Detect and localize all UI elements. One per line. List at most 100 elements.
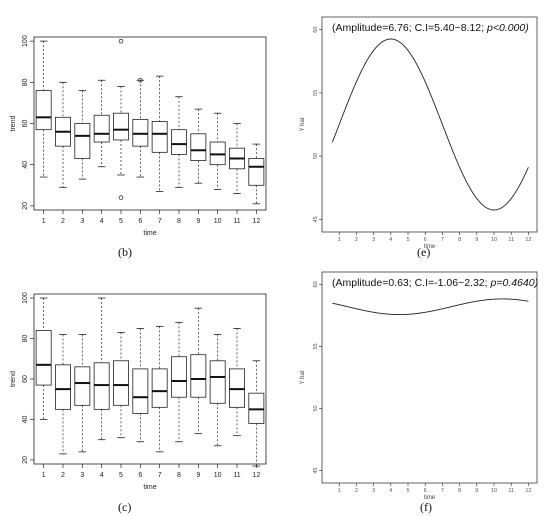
x-axis-label: time	[143, 230, 156, 237]
x-tick-label: 5	[406, 488, 409, 494]
x-tick-label: 10	[491, 237, 497, 243]
x-tick-label: 12	[252, 218, 260, 225]
x-tick-label: 12	[525, 237, 531, 243]
box-1	[35, 40, 52, 178]
panel-label-f: (f)	[420, 500, 432, 514]
x-axis-label: time	[424, 495, 436, 501]
x-tick-label: 1	[42, 472, 46, 479]
box-12	[248, 360, 265, 467]
y-tick-label: 60	[313, 27, 319, 33]
x-tick-label: 9	[196, 218, 200, 225]
iqr-box	[171, 356, 187, 398]
iqr-box	[151, 368, 168, 408]
x-tick-label: 3	[372, 237, 375, 243]
x-tick-label: 4	[389, 488, 392, 494]
y-tick-label: 60	[22, 120, 29, 128]
iqr-box	[93, 362, 110, 410]
x-tick-label: 3	[80, 218, 84, 225]
y-axis-label: trend	[10, 371, 17, 387]
y-tick-label: 80	[22, 78, 29, 86]
y-axis-label: trend	[10, 115, 17, 131]
box-7	[151, 75, 168, 192]
box-4	[93, 297, 110, 441]
y-tick-label: 50	[313, 153, 319, 159]
box-6	[132, 77, 149, 178]
box-8	[171, 321, 187, 443]
line-panel-f: 45 50 55 60 Y hat 1 2 3 4 5 6 7 8 9 10 11 12 time (Amplitu…	[275, 260, 550, 516]
x-tick-label: 4	[100, 472, 104, 479]
iqr-box	[93, 114, 110, 143]
x-tick-label: 10	[214, 472, 222, 479]
iqr-box	[55, 364, 71, 410]
iqr-box	[113, 360, 129, 406]
boxplot-panel-c: 20 40 60 80 100 trend 1 2 3 4 5 6 7 8 9 10 11 12 time (c)	[0, 260, 275, 516]
box-11	[229, 123, 245, 194]
x-tick-label: 8	[458, 237, 461, 243]
x-tick-label: 1	[338, 488, 341, 494]
stats-annotation: (Amplitude=0.63; C.I=-1.06~2.32; p=0.464…	[332, 277, 538, 289]
y-tick-label: 80	[22, 335, 29, 343]
box-3	[74, 90, 91, 180]
y-tick-label: 20	[22, 202, 29, 210]
iqr-box	[151, 121, 168, 153]
iqr-box	[209, 360, 226, 404]
iqr-box	[248, 158, 265, 186]
box-2	[55, 81, 71, 188]
cosinor-curve	[331, 38, 529, 211]
iqr-box	[190, 354, 207, 398]
iqr-box	[74, 123, 91, 159]
box-5	[113, 332, 129, 439]
box-9	[190, 108, 207, 184]
x-tick-label: 6	[138, 472, 142, 479]
y-tick-label: 55	[313, 343, 319, 349]
x-tick-label: 8	[177, 218, 181, 225]
x-tick-label: 8	[458, 488, 461, 494]
x-tick-label: 6	[138, 218, 142, 225]
x-tick-label: 8	[177, 472, 181, 479]
box-1	[35, 297, 52, 420]
x-tick-label: 2	[61, 472, 65, 479]
y-axis-label: Y hat	[300, 370, 306, 384]
outlier-point	[138, 77, 143, 83]
y-tick-label: 50	[313, 405, 319, 411]
iqr-box	[74, 366, 91, 406]
x-tick-label: 2	[355, 237, 358, 243]
x-tick-label: 2	[355, 488, 358, 494]
x-tick-label: 1	[42, 218, 46, 225]
x-tick-label: 9	[475, 488, 478, 494]
y-tick-label: 100	[22, 292, 29, 304]
x-tick-label: 5	[119, 218, 123, 225]
iqr-box	[190, 133, 207, 161]
plot-frame	[321, 271, 538, 484]
iqr-box	[35, 330, 52, 386]
iqr-box	[229, 368, 245, 408]
panel-label-b: (b)	[118, 245, 132, 259]
box-3	[74, 334, 91, 453]
iqr-box	[171, 129, 187, 155]
x-axis-label: time	[143, 484, 156, 491]
line-panel-e: 45 50 55 60 Y hat 1 2 3 4 5 6 7 8 9 10 11 12 time (Amplitu…	[275, 0, 550, 260]
iqr-box	[35, 90, 52, 131]
x-tick-label: 1	[338, 237, 341, 243]
iqr-box	[248, 392, 265, 424]
x-tick-label: 10	[214, 218, 222, 225]
outlier-point	[118, 195, 124, 200]
iqr-box	[132, 118, 149, 147]
y-tick-label: 100	[22, 35, 29, 47]
y-tick-label: 60	[22, 375, 29, 383]
x-tick-label: 7	[158, 472, 162, 479]
y-tick-label: 45	[313, 468, 319, 474]
y-tick-label: 40	[22, 161, 29, 169]
x-tick-label: 5	[406, 237, 409, 243]
box-9	[190, 307, 207, 435]
x-tick-label: 9	[196, 472, 200, 479]
y-tick-label: 45	[313, 216, 319, 222]
y-tick-label: 60	[313, 281, 319, 287]
box-4	[93, 79, 110, 168]
box-5	[113, 38, 129, 200]
box-10	[209, 334, 226, 447]
box-7	[151, 325, 168, 453]
box-10	[209, 112, 226, 190]
